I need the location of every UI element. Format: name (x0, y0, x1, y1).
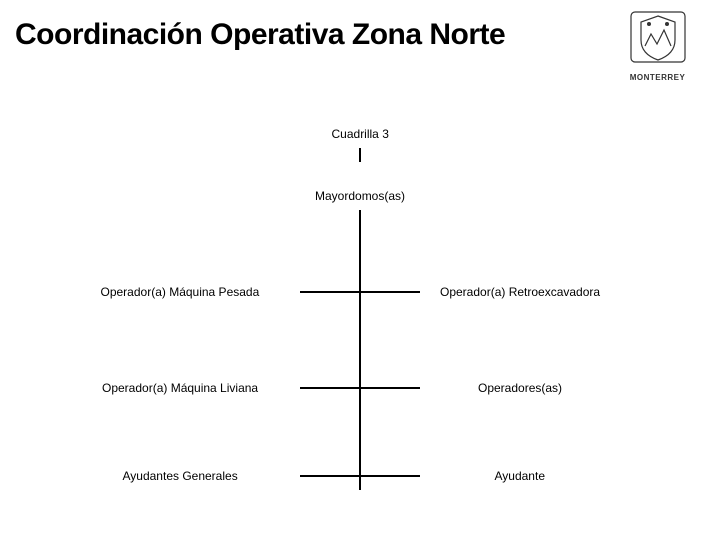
connector-spine (359, 210, 361, 490)
connector-row-2 (300, 475, 420, 477)
node-right-2: Ayudante (495, 469, 546, 483)
logo: MONTERREY (615, 10, 700, 90)
connector-row-0 (300, 291, 420, 293)
node-right-0: Operador(a) Retroexcavadora (440, 285, 600, 299)
crest-icon (629, 10, 687, 71)
connector-row-1 (300, 387, 420, 389)
node-left-2: Ayudantes Generales (123, 469, 238, 483)
node-root: Cuadrilla 3 (332, 127, 389, 141)
node-left-1: Operador(a) Máquina Liviana (102, 381, 258, 395)
page-title: Coordinación Operativa Zona Norte (15, 18, 505, 52)
page: Coordinación Operativa Zona Norte MONTER… (0, 0, 720, 540)
node-level1: Mayordomos(as) (315, 189, 405, 203)
node-left-0: Operador(a) Máquina Pesada (101, 285, 260, 299)
logo-label: MONTERREY (630, 73, 686, 82)
node-right-1: Operadores(as) (478, 381, 562, 395)
connector-root-stub (359, 148, 361, 162)
